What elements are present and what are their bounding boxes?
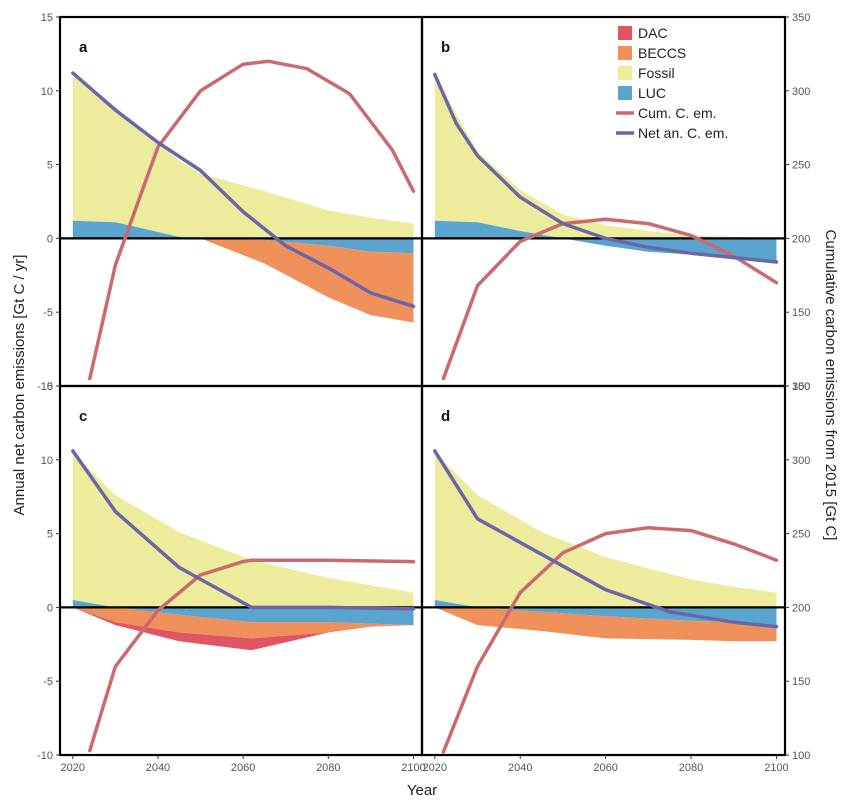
luc-area-negative-d [434,607,777,626]
cum-emissions-line-a [88,59,416,381]
x-tick-label: 2040 [508,762,532,774]
cum-emissions-line-c [88,558,416,753]
legend-swatch-beccs [618,46,632,60]
y2-tick-label: 200 [792,233,810,245]
legend-label-fossil: Fossil [638,65,675,81]
y-tick-label: -5 [43,307,53,319]
panel-d: d [422,408,785,754]
y2-tick-label: 300 [792,455,810,467]
legend-swatch-fossil [618,66,632,80]
panels: a b c d [60,39,785,754]
beccs-area-a [72,238,414,323]
panel-frame-d [420,384,787,757]
panel-a: a [60,39,422,381]
x-tick-label: 2040 [146,762,170,774]
dac-area-c [72,607,414,651]
y2-axis-title: Cumulative carbon emissions from 2015 [G… [822,230,839,541]
net-emissions-line-c [71,449,416,611]
beccs-area-c [72,607,414,639]
y-tick-label: -5 [43,676,53,688]
panel-b: b [422,39,785,381]
panel-label-c: c [79,408,87,425]
y2-tick-label: 250 [792,529,810,541]
y2-tick-label: 100 [792,750,810,762]
net-emissions-line-b [433,72,779,264]
luc-area-negative-b [434,238,777,261]
x-axis-title: Year [407,782,437,799]
y2-tick-label: 350 [792,12,810,24]
luc-area-negative-a [72,238,414,254]
fossil-area-d [434,452,777,608]
y-tick-label: 0 [47,233,53,245]
legend-label-net: Net an. C. em. [638,125,728,141]
y-tick-label: 5 [47,529,53,541]
legend-swatch-luc [618,86,632,100]
net-emissions-line-d [433,449,779,629]
fossil-area-a [72,76,414,239]
frame [58,15,787,757]
x-tick-label: 2020 [423,762,447,774]
legend-label-beccs: BECCS [638,45,686,61]
y2-tick-label: 250 [792,160,810,172]
ticks: -10 -5 0 5 10 15 100 150 200 250 300 350 -10 -5 0 5 10 15… [37,12,810,774]
legend-swatch-dac [618,26,632,40]
y2-tick-label: 150 [792,676,810,688]
legend: DAC BECCS Fossil LUC Cum. C. em. Net an. C. e… [616,25,728,141]
luc-area-positive-a [72,220,414,239]
y-tick-label: 5 [47,160,53,172]
y-tick-label: 10 [41,86,53,98]
x-tick-label: 2080 [316,762,340,774]
panel-label-d: d [441,408,450,425]
panel-label-b: b [441,39,450,56]
luc-area-positive-b [434,220,777,239]
y-tick-label: -10 [37,750,53,762]
y2-tick-label: 200 [792,602,810,614]
y-tick-label: 15 [41,381,53,393]
beccs-area-d [434,607,777,642]
legend-label-dac: DAC [638,25,668,41]
x-tick-label: 2100 [764,762,788,774]
panel-label-a: a [79,39,88,56]
fossil-area-c [72,452,414,608]
y-tick-label: 0 [47,602,53,614]
cum-emissions-line-d [441,525,779,754]
y-tick-label: 10 [41,455,53,467]
y2-tick-label: 300 [792,86,810,98]
x-tick-label: 2080 [679,762,703,774]
x-tick-label: 2100 [401,762,425,774]
y-axis-title: Annual net carbon emissions [Gt C / yr] [11,255,28,516]
x-tick-label: 2020 [61,762,85,774]
legend-label-cum: Cum. C. em. [638,105,717,121]
cum-emissions-line-b [441,217,779,381]
y-tick-label: -10 [37,381,53,393]
x-tick-label: 2060 [231,762,255,774]
legend-label-luc: LUC [638,85,666,101]
y2-tick-label: 150 [792,307,810,319]
panel-c: c [60,408,422,753]
y2-tick-label: 350 [792,381,810,393]
x-tick-label: 2060 [593,762,617,774]
y-tick-label: 15 [41,12,53,24]
y2-tick-label: 100 [792,381,810,393]
net-emissions-line-a [71,71,416,309]
